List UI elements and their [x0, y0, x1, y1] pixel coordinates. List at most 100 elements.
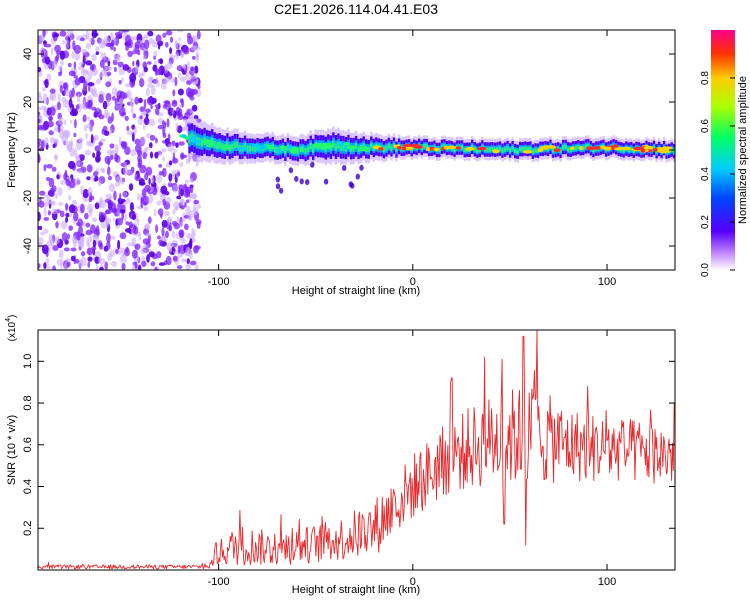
spectrogram-marks — [38, 30, 675, 270]
noise-blob — [141, 260, 147, 268]
noise-blob — [52, 265, 57, 270]
snr-y-tick-label: 0.2 — [22, 521, 34, 536]
noise-blob — [124, 161, 127, 169]
noise-blob — [58, 249, 64, 260]
noise-blob — [167, 182, 173, 188]
noise-blob — [173, 201, 180, 210]
noise-blob — [84, 149, 92, 156]
noise-blob — [157, 125, 164, 130]
noise-blob — [186, 258, 190, 264]
band-hotspot — [522, 150, 533, 154]
band-core — [347, 142, 350, 149]
noise-blob — [180, 205, 185, 210]
noise-blob — [174, 76, 178, 87]
noise-blob — [90, 224, 96, 234]
noise-blob — [181, 258, 186, 263]
band-core — [337, 141, 340, 149]
noise-blob — [109, 32, 114, 39]
noise-blob — [177, 245, 181, 254]
noise-blob — [155, 224, 159, 234]
noise-blob — [46, 264, 50, 270]
noise-blob — [176, 195, 182, 200]
noise-blob — [142, 152, 147, 160]
band-core — [531, 149, 534, 154]
noise-blob — [57, 202, 64, 206]
noise-blob — [68, 160, 76, 170]
band-core — [438, 147, 441, 153]
noise-blob — [42, 86, 46, 92]
band-fragment — [348, 181, 353, 188]
band-hotspot — [279, 145, 287, 150]
band-core — [236, 141, 239, 149]
noise-blob — [65, 216, 69, 223]
noise-blob — [129, 72, 137, 83]
band-core — [561, 144, 565, 150]
noise-blob — [68, 70, 76, 77]
noise-blob — [150, 104, 153, 110]
snr-y-tick-label: 1.0 — [22, 354, 34, 369]
noise-blob — [190, 66, 195, 72]
noise-blob — [189, 96, 195, 101]
band-core — [559, 148, 562, 153]
noise-blob — [71, 199, 78, 206]
noise-blob — [162, 132, 167, 139]
noise-blob — [107, 60, 111, 67]
noise-blob — [184, 187, 191, 197]
noise-blob — [80, 203, 85, 214]
band-hotspot — [346, 145, 356, 150]
noise-blob — [126, 90, 132, 99]
band-hotspot — [600, 145, 605, 150]
noise-blob — [140, 111, 147, 116]
noise-blob — [106, 240, 111, 251]
noise-blob — [122, 191, 128, 198]
noise-blob — [75, 140, 83, 151]
band-core — [473, 147, 476, 152]
noise-blob — [56, 174, 60, 180]
noise-blob — [71, 235, 77, 244]
noise-blob — [109, 249, 115, 257]
noise-blob — [59, 85, 63, 94]
noise-blob — [99, 59, 105, 68]
noise-blob — [159, 58, 164, 65]
band-hotspot — [492, 149, 500, 154]
noise-blob — [39, 190, 46, 196]
noise-blob — [155, 137, 158, 144]
noise-blob — [82, 221, 86, 227]
noise-blob — [143, 66, 148, 73]
noise-blob — [107, 175, 113, 181]
noise-blob — [124, 213, 127, 223]
noise-blob — [144, 39, 150, 50]
band-hotspot — [290, 146, 299, 151]
colorbar-tick-label: 0.6 — [700, 119, 711, 133]
noise-blob — [63, 119, 67, 126]
snr-panel: -100 0 100 0.2 0.4 0.6 0.8 1.0 Height of straig… — [5, 315, 676, 596]
noise-blob — [111, 235, 116, 240]
band-core — [460, 145, 464, 150]
noise-blob — [74, 118, 77, 129]
colorbar-tick-label: 0.8 — [700, 71, 711, 85]
band-hotspot — [455, 146, 461, 150]
band-core — [425, 144, 428, 149]
spectrogram-y-tick-label: 0 — [22, 147, 34, 153]
band-hotspot — [413, 145, 424, 149]
colorbar: 0.0 0.2 0.4 0.6 0.8 Normalized spectral ampl… — [700, 30, 749, 277]
noise-blob — [78, 61, 85, 66]
noise-blob — [44, 56, 51, 65]
band-core — [248, 145, 252, 152]
noise-blob — [146, 97, 153, 104]
noise-blob — [144, 146, 150, 151]
band-core — [582, 145, 585, 151]
noise-blob — [55, 192, 58, 200]
noise-blob — [86, 203, 94, 214]
noise-blob — [142, 55, 146, 60]
band-core — [231, 143, 234, 151]
noise-blob — [54, 44, 61, 53]
noise-blob — [86, 247, 94, 256]
noise-blob — [131, 213, 137, 220]
noise-blob — [121, 262, 126, 270]
noise-blob — [117, 208, 121, 218]
noise-blob — [175, 232, 179, 240]
band-core — [296, 148, 300, 155]
noise-blob — [43, 262, 47, 270]
noise-blob — [161, 227, 165, 237]
